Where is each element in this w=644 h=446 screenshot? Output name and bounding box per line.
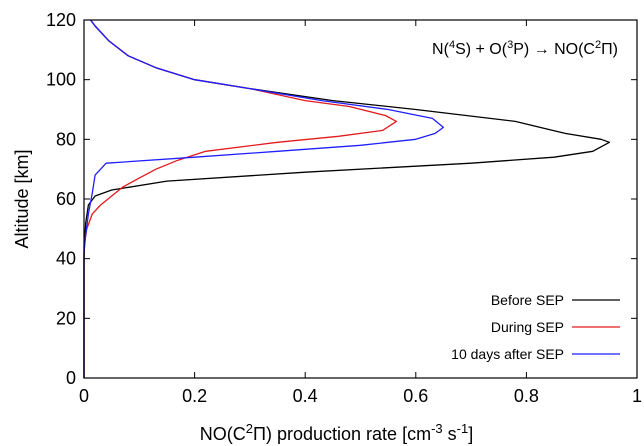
series-layer bbox=[83, 19, 611, 378]
y-tick-label: 60 bbox=[56, 189, 76, 209]
y-axis-label: Altitude [km] bbox=[12, 149, 32, 248]
x-tick-label: 0.4 bbox=[293, 386, 318, 406]
y-tick-label: 40 bbox=[56, 249, 76, 269]
legend-label: Before SEP bbox=[491, 292, 564, 308]
annotation-part: P) → NO(C bbox=[513, 41, 595, 58]
y-tick-label: 0 bbox=[66, 368, 76, 388]
x-axis-label-part: ] bbox=[468, 424, 473, 444]
series-line bbox=[83, 19, 398, 378]
x-tick-label: 0 bbox=[79, 386, 89, 406]
legend-label: During SEP bbox=[491, 319, 564, 335]
x-axis-label-superscript: -3 bbox=[431, 421, 443, 436]
series-line bbox=[83, 19, 445, 378]
y-tick-label: 80 bbox=[56, 129, 76, 149]
annotation-part: N( bbox=[432, 41, 450, 58]
y-tick-label: 20 bbox=[56, 308, 76, 328]
annotation-superscript: 3 bbox=[507, 39, 513, 51]
x-axis-label-part: NO(C bbox=[200, 424, 246, 444]
legend-label: 10 days after SEP bbox=[451, 346, 564, 362]
y-tick-label: 120 bbox=[46, 10, 76, 30]
y-tick-label: 100 bbox=[46, 70, 76, 90]
x-axis-label-superscript: 2 bbox=[246, 421, 253, 436]
annotation-part: S) + O( bbox=[455, 41, 508, 58]
x-tick-label: 0.6 bbox=[403, 386, 428, 406]
annotation-part: Π) bbox=[601, 41, 618, 58]
x-axis-label: NO(C2Π) production rate [cm-3 s-1] bbox=[200, 421, 473, 444]
ticks-layer: 0 0.2 0.4 0.6 0.8 1 0 20 40 60 80 100 120 bbox=[46, 10, 642, 406]
x-tick-label: 1 bbox=[632, 386, 642, 406]
x-axis-label-part: s bbox=[443, 424, 457, 444]
x-axis-label-part: Π) production rate [cm bbox=[253, 424, 431, 444]
annotation-superscript: 4 bbox=[449, 39, 455, 51]
x-tick-label: 0.8 bbox=[514, 386, 539, 406]
x-axis-label-superscript: -1 bbox=[457, 421, 469, 436]
x-tick-label: 0.2 bbox=[182, 386, 207, 406]
legend: Before SEP During SEP 10 days after SEP bbox=[451, 292, 620, 362]
annotation-superscript: 2 bbox=[595, 39, 601, 51]
reaction-annotation: N(4S) + O(3P) → NO(C2Π) bbox=[432, 39, 618, 58]
